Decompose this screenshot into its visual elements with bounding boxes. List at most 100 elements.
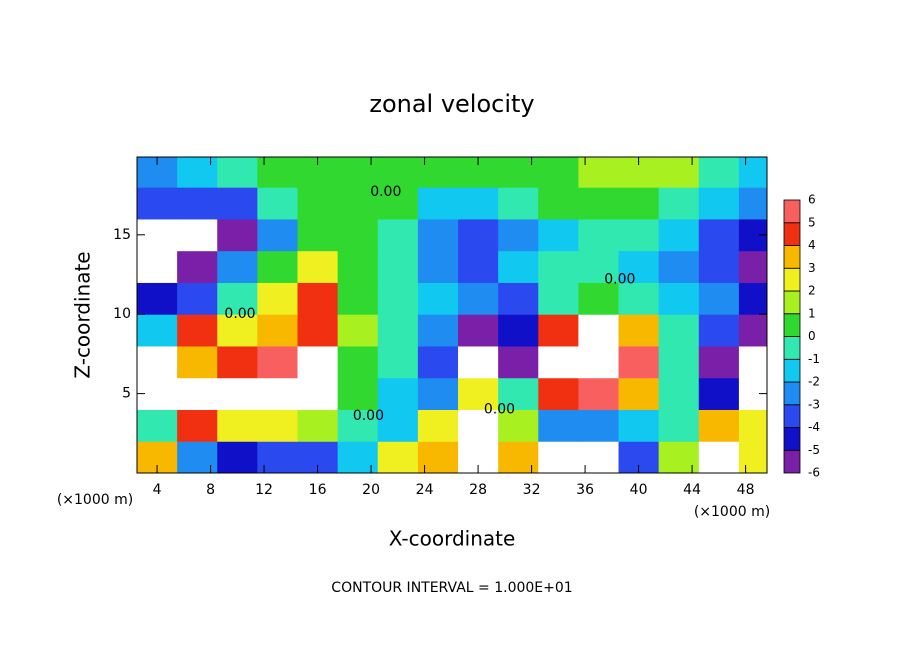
cell — [337, 441, 379, 473]
x-unit: (×1000 m) — [694, 504, 770, 520]
cell — [257, 250, 299, 283]
cell — [698, 218, 740, 252]
colorbar-label: -2 — [808, 375, 820, 389]
cell — [217, 345, 258, 379]
cell — [257, 314, 299, 347]
cell — [337, 187, 379, 220]
x-axis-label: X-coordinate — [389, 527, 516, 551]
cell — [217, 218, 258, 252]
cell — [297, 187, 339, 220]
cell — [538, 441, 579, 473]
cell — [578, 345, 620, 379]
cell — [658, 345, 700, 379]
colorbar-label: -3 — [808, 397, 820, 411]
x-tick-label: 4 — [153, 482, 162, 498]
colorbar-box — [783, 358, 801, 383]
x-tick-label: 40 — [630, 482, 648, 498]
contour-label: 0.00 — [484, 401, 515, 417]
cell — [177, 441, 218, 473]
x-tick-label: 12 — [255, 482, 273, 498]
cell — [297, 282, 339, 315]
cell — [417, 250, 459, 283]
cell — [738, 282, 767, 315]
contour-label: 0.00 — [604, 271, 635, 287]
colorbar-label: -6 — [808, 466, 820, 480]
cell — [538, 314, 579, 347]
cell — [377, 218, 419, 252]
cell — [738, 157, 767, 188]
cell — [538, 377, 579, 410]
colorbar-box — [783, 427, 801, 451]
cell — [417, 157, 459, 188]
cell — [177, 377, 218, 410]
colorbar-label: 6 — [808, 193, 816, 207]
colorbar-label: 3 — [808, 261, 816, 275]
cell — [177, 282, 218, 315]
cell — [337, 282, 379, 315]
cell — [177, 187, 218, 220]
cell — [578, 250, 620, 283]
cell — [658, 250, 700, 283]
x-tick-label: 20 — [362, 482, 380, 498]
cell — [498, 409, 539, 442]
cell — [377, 157, 419, 188]
x-tick-label: 48 — [737, 482, 755, 498]
x-tick-label: 28 — [469, 482, 487, 498]
cell — [177, 157, 218, 188]
cell — [217, 282, 258, 315]
cell — [698, 314, 740, 347]
cell — [257, 282, 299, 315]
cell — [377, 282, 419, 315]
cell — [177, 345, 218, 379]
cell — [658, 314, 700, 347]
cell — [337, 314, 379, 347]
colorbar-box — [783, 404, 801, 428]
cell — [337, 250, 379, 283]
cell — [578, 218, 620, 252]
cell — [458, 250, 499, 283]
cell — [538, 187, 579, 220]
cell — [417, 282, 459, 315]
y-tick-label: 15 — [113, 227, 131, 243]
cell — [257, 187, 299, 220]
cell — [458, 377, 499, 410]
cell — [658, 187, 700, 220]
chart-title: zonal velocity — [369, 90, 534, 118]
cell — [618, 282, 660, 315]
cell — [538, 282, 579, 315]
cell — [578, 441, 620, 473]
cell — [738, 409, 767, 442]
cell — [498, 377, 539, 410]
cell — [618, 345, 660, 379]
cell — [658, 409, 700, 442]
cell — [417, 187, 459, 220]
cell — [177, 409, 218, 442]
cell — [738, 314, 767, 347]
colorbar-label: -5 — [808, 443, 820, 457]
cell — [618, 250, 660, 283]
cell — [377, 250, 419, 283]
cell — [417, 314, 459, 347]
cell — [297, 314, 339, 347]
cell — [498, 157, 539, 188]
cell — [137, 250, 178, 283]
cell — [698, 157, 740, 188]
cell — [217, 441, 258, 473]
colorbar-label: 4 — [808, 238, 816, 252]
cell — [297, 345, 339, 379]
cell — [417, 441, 459, 473]
colorbar-box — [783, 381, 801, 406]
cell — [458, 282, 499, 315]
cell — [257, 157, 299, 188]
y-unit: (×1000 m) — [57, 492, 133, 508]
cell — [257, 218, 299, 252]
cell — [257, 441, 299, 473]
cell — [417, 409, 459, 442]
cell — [377, 409, 419, 442]
cell — [137, 345, 178, 379]
cell — [257, 377, 299, 410]
cell — [498, 250, 539, 283]
cell — [297, 218, 339, 252]
x-tick-label: 36 — [576, 482, 594, 498]
